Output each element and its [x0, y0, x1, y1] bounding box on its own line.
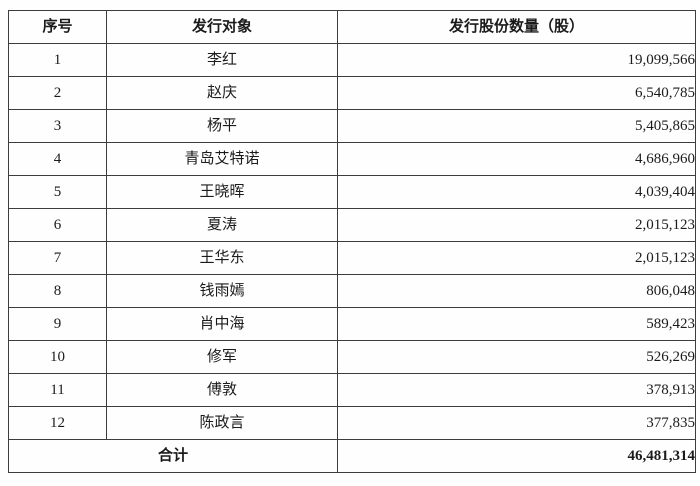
header-seq-number: 序号: [8, 10, 107, 44]
seq-number-cell: 6: [8, 208, 107, 242]
share-count-cell: 526,269: [337, 340, 696, 374]
table-row: 1 李红 19,099,566: [8, 43, 696, 77]
table-row: 5 王晓晖 4,039,404: [8, 175, 696, 209]
seq-number-cell: 2: [8, 76, 107, 110]
issuance-target-cell: 李红: [106, 43, 338, 77]
table-header-row: 序号 发行对象 发行股份数量（股）: [8, 10, 696, 44]
table-row: 9 肖中海 589,423: [8, 307, 696, 341]
table-row: 6 夏涛 2,015,123: [8, 208, 696, 242]
issuance-target-cell: 王晓晖: [106, 175, 338, 209]
share-count-cell: 6,540,785: [337, 76, 696, 110]
share-count-cell: 2,015,123: [337, 241, 696, 275]
table-row: 11 傅敦 378,913: [8, 373, 696, 407]
share-allocation-table: 序号 发行对象 发行股份数量（股） 1 李红 19,099,566 2 赵庆 6…: [8, 10, 696, 473]
header-issuance-target: 发行对象: [106, 10, 338, 44]
seq-number-cell: 12: [8, 406, 107, 440]
issuance-target-cell: 傅敦: [106, 373, 338, 407]
table-row: 10 修军 526,269: [8, 340, 696, 374]
issuance-target-cell: 青岛艾特诺: [106, 142, 338, 176]
share-count-cell: 806,048: [337, 274, 696, 308]
issuance-target-cell: 肖中海: [106, 307, 338, 341]
table-row: 3 杨平 5,405,865: [8, 109, 696, 143]
share-count-cell: 589,423: [337, 307, 696, 341]
seq-number-cell: 11: [8, 373, 107, 407]
seq-number-cell: 8: [8, 274, 107, 308]
issuance-target-cell: 夏涛: [106, 208, 338, 242]
seq-number-cell: 9: [8, 307, 107, 341]
seq-number-cell: 7: [8, 241, 107, 275]
seq-number-cell: 5: [8, 175, 107, 209]
seq-number-cell: 1: [8, 43, 107, 77]
share-count-cell: 4,686,960: [337, 142, 696, 176]
table-row: 8 钱雨嫣 806,048: [8, 274, 696, 308]
seq-number-cell: 10: [8, 340, 107, 374]
issuance-target-cell: 杨平: [106, 109, 338, 143]
issuance-target-cell: 修军: [106, 340, 338, 374]
total-row: 合计 46,481,314: [8, 439, 696, 473]
share-count-cell: 19,099,566: [337, 43, 696, 77]
share-count-cell: 5,405,865: [337, 109, 696, 143]
issuance-target-cell: 钱雨嫣: [106, 274, 338, 308]
total-share-count-cell: 46,481,314: [337, 439, 696, 473]
table-row: 2 赵庆 6,540,785: [8, 76, 696, 110]
total-label-cell: 合计: [8, 439, 338, 473]
table-row: 4 青岛艾特诺 4,686,960: [8, 142, 696, 176]
table-row: 7 王华东 2,015,123: [8, 241, 696, 275]
share-count-cell: 2,015,123: [337, 208, 696, 242]
share-count-cell: 378,913: [337, 373, 696, 407]
seq-number-cell: 3: [8, 109, 107, 143]
issuance-target-cell: 赵庆: [106, 76, 338, 110]
issuance-target-cell: 王华东: [106, 241, 338, 275]
header-share-count: 发行股份数量（股）: [337, 10, 696, 44]
issuance-target-cell: 陈政言: [106, 406, 338, 440]
seq-number-cell: 4: [8, 142, 107, 176]
table-row: 12 陈政言 377,835: [8, 406, 696, 440]
share-count-cell: 4,039,404: [337, 175, 696, 209]
share-count-cell: 377,835: [337, 406, 696, 440]
